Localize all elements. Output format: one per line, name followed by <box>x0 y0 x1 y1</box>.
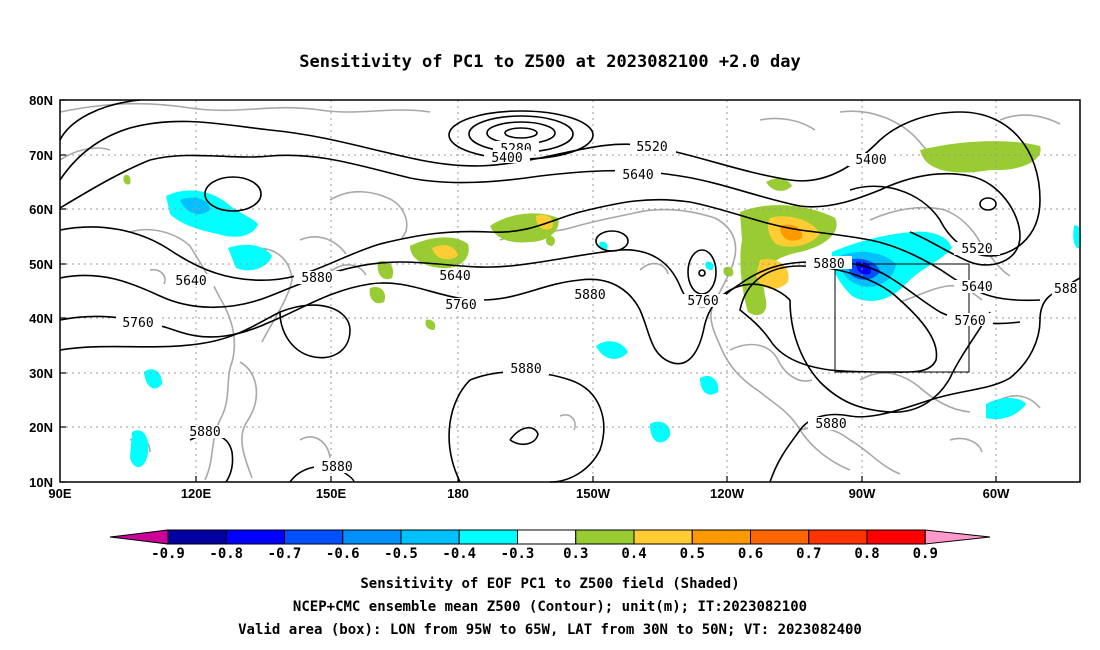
contour-label: 5880 <box>301 271 332 286</box>
tick-marks <box>60 99 997 483</box>
contour-label: 5640 <box>439 269 470 284</box>
lat-tick-label: 80N <box>29 93 53 108</box>
lon-tick-label: 120W <box>710 486 745 501</box>
caption-line-1: Sensitivity of EOF PC1 to Z500 field (Sh… <box>360 576 739 592</box>
colorbar-label: -0.8 <box>209 546 243 562</box>
contour-label: 5520 <box>961 242 992 257</box>
colorbar-segment <box>691 529 751 545</box>
contour-label: 5760 <box>122 316 153 331</box>
colorbar-label: 0.8 <box>854 546 879 562</box>
map-frame <box>59 99 1081 483</box>
colorbar: -0.9 -0.8 -0.7 -0.6 -0.5 -0.4 -0.3 0.3 0.4 0.5 0.6… <box>109 529 991 562</box>
contour-label: 5880 <box>189 425 220 440</box>
colorbar-segment <box>575 529 635 545</box>
colorbar-segment <box>167 529 227 545</box>
caption-line-2: NCEP+CMC ensemble mean Z500 (Contour); u… <box>293 599 807 615</box>
caption-line-3: Valid area (box): LON from 95W to 65W, L… <box>238 622 862 638</box>
contour-label: 5760 <box>954 314 985 329</box>
contour-label: 5880 <box>321 460 352 475</box>
colorbar-label: 0.7 <box>796 546 821 562</box>
sensitivity-shading <box>123 141 1081 468</box>
captions: Sensitivity of EOF PC1 to Z500 field (Sh… <box>238 576 862 638</box>
contour-label: 5400 <box>855 153 886 168</box>
colorbar-segment <box>866 529 926 545</box>
colorbar-segment <box>284 529 344 545</box>
contour-label: 5880 <box>510 362 541 377</box>
contour-label: 5640 <box>961 280 992 295</box>
colorbar-segment <box>342 529 402 545</box>
colorbar-label: 0.4 <box>621 546 646 562</box>
contour-label: 5640 <box>622 168 653 183</box>
colorbar-label: 0.5 <box>680 546 705 562</box>
colorbar-segment <box>400 529 460 545</box>
colorbar-segment <box>517 529 577 545</box>
lat-tick-label: 50N <box>29 257 53 272</box>
map-title: Sensitivity of PC1 to Z500 at 2023082100… <box>299 52 801 72</box>
lat-tick-label: 10N <box>29 475 53 490</box>
colorbar-segment <box>458 529 518 545</box>
lat-tick-label: 40N <box>29 311 53 326</box>
colorbar-label: -0.4 <box>442 546 476 562</box>
colorbar-low-end <box>109 529 169 545</box>
contour-labels: 5280 5400 5520 5640 5400 5640 5880 5640 … <box>116 140 1080 475</box>
contour-label: 5520 <box>636 140 667 155</box>
colorbar-label: -0.5 <box>384 546 418 562</box>
contour-label: 5880 <box>574 288 605 303</box>
contour-label: 5760 <box>445 298 476 313</box>
colorbar-label: 0.9 <box>913 546 938 562</box>
lon-tick-label: 60W <box>983 486 1010 501</box>
contour-label: 5400 <box>491 151 522 166</box>
contour-label: 5880 <box>813 257 844 272</box>
colorbar-segment <box>633 529 693 545</box>
lat-tick-labels: 80N 70N 60N 50N 40N 30N 20N 10N <box>29 93 53 490</box>
colorbar-segment <box>750 529 810 545</box>
lat-tick-label: 70N <box>29 148 53 163</box>
colorbar-segment <box>808 529 868 545</box>
lon-tick-label: 150E <box>316 486 347 501</box>
contour-label: 5880 <box>815 417 846 432</box>
lat-tick-label: 20N <box>29 420 53 435</box>
lon-tick-label: 90W <box>849 486 876 501</box>
lon-tick-label: 180 <box>447 486 469 501</box>
lon-tick-label: 150W <box>576 486 611 501</box>
map-panel: 5280 5400 5520 5640 5400 5640 5880 5640 … <box>29 93 1081 501</box>
lat-tick-label: 30N <box>29 366 53 381</box>
contour-label: 588 <box>1054 282 1077 297</box>
contour-label: 5640 <box>175 274 206 289</box>
lon-tick-label: 90E <box>48 486 71 501</box>
colorbar-label: -0.3 <box>501 546 535 562</box>
colorbar-label: -0.9 <box>151 546 185 562</box>
colorbar-label: 0.3 <box>563 546 588 562</box>
colorbar-segment <box>225 529 285 545</box>
lon-tick-labels: 90E 120E 150E 180 150W 120W 90W 60W <box>48 486 1010 501</box>
lon-tick-label: 120E <box>181 486 212 501</box>
colorbar-label: -0.6 <box>326 546 360 562</box>
colorbar-high-end <box>924 529 991 545</box>
lat-tick-label: 60N <box>29 202 53 217</box>
contour-label: 5760 <box>687 294 718 309</box>
gridlines <box>60 100 1080 482</box>
colorbar-label: -0.7 <box>268 546 302 562</box>
colorbar-label: 0.6 <box>738 546 763 562</box>
